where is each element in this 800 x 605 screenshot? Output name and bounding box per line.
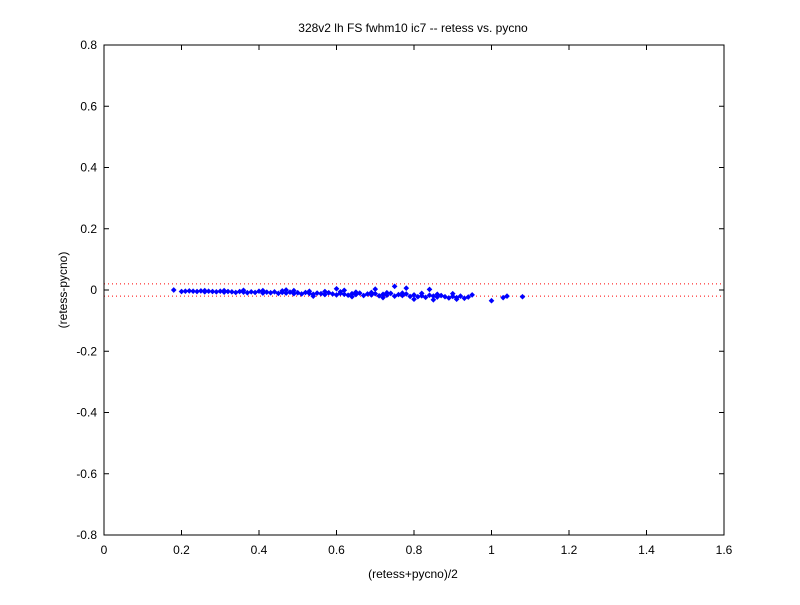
data-point	[457, 293, 464, 299]
x-axis-label: (retess+pycno)/2	[368, 567, 458, 581]
data-point	[267, 289, 274, 296]
y-tick-label: 0	[90, 283, 97, 297]
reference-lines	[104, 283, 724, 297]
data-point	[291, 287, 297, 294]
y-tick-label: -0.4	[76, 406, 97, 420]
data-point	[504, 293, 510, 299]
x-tick-label: 1.6	[716, 543, 733, 557]
data-point	[446, 295, 452, 301]
data-point	[190, 288, 196, 295]
data-point	[306, 288, 313, 295]
data-point	[333, 285, 340, 292]
data-point	[368, 289, 375, 296]
data-point	[391, 293, 398, 299]
data-point	[391, 283, 398, 290]
data-point	[442, 293, 448, 300]
x-tick-label: 0.6	[328, 543, 345, 557]
data-point	[345, 292, 351, 299]
data-point	[364, 291, 371, 297]
data-point	[170, 287, 177, 293]
x-tick-label: 0.8	[406, 543, 423, 557]
data-point	[186, 288, 193, 294]
data-point	[469, 292, 475, 298]
data-point	[329, 291, 336, 297]
data-point	[399, 290, 406, 296]
data-point	[384, 289, 390, 296]
data-point	[248, 289, 255, 295]
data-point	[395, 291, 402, 298]
data-point	[380, 294, 386, 301]
x-tick-label: 1.4	[638, 543, 655, 557]
y-tick-label: -0.8	[76, 528, 97, 542]
data-point	[430, 296, 437, 303]
data-point	[322, 288, 328, 295]
data-point	[232, 289, 239, 296]
x-tick-label: 1.2	[561, 543, 578, 557]
data-point	[283, 287, 289, 293]
data-point	[333, 292, 340, 298]
data-point	[418, 290, 425, 297]
data-point	[201, 287, 208, 294]
data-point	[449, 290, 456, 297]
data-point	[407, 293, 413, 300]
chart-title: 328v2 lh FS fwhm10 ic7 -- retess vs. pyc…	[298, 21, 528, 35]
data-point	[337, 289, 344, 295]
data-point	[298, 291, 305, 297]
y-axis-label: (retess-pycno)	[56, 252, 70, 329]
data-point	[318, 290, 324, 297]
data-point	[229, 289, 235, 295]
x-axis-ticks: 0 0.2 0.4 0.6 0.8 1 1.2 1.4 1.6	[101, 45, 733, 557]
data-point	[310, 293, 317, 299]
data-point	[353, 289, 359, 295]
data-point	[244, 289, 251, 296]
data-point	[376, 292, 382, 299]
data-point	[411, 296, 417, 303]
data-point	[314, 290, 320, 296]
data-point	[322, 291, 328, 298]
y-tick-label: 0.4	[80, 161, 97, 175]
data-point	[403, 285, 410, 291]
data-point	[426, 292, 433, 299]
y-tick-label: -0.2	[76, 344, 97, 358]
data-point	[209, 288, 216, 295]
data-point	[422, 294, 429, 301]
data-point	[519, 293, 526, 300]
x-tick-label: 0.2	[173, 543, 190, 557]
data-points	[170, 283, 526, 304]
data-point	[287, 289, 293, 295]
data-point	[341, 287, 348, 294]
y-tick-label: 0.2	[80, 222, 97, 236]
y-tick-label: 0.8	[80, 38, 97, 52]
x-tick-label: 0.4	[251, 543, 268, 557]
data-point	[260, 287, 266, 294]
data-point	[465, 294, 472, 300]
data-point	[341, 291, 348, 298]
data-point	[349, 293, 355, 300]
data-point	[271, 289, 278, 295]
data-point	[453, 296, 460, 303]
y-tick-label: 0.6	[80, 99, 97, 113]
data-point	[221, 287, 227, 294]
data-point	[372, 286, 379, 292]
y-tick-label: -0.6	[76, 467, 97, 481]
data-point	[488, 297, 495, 304]
data-point	[240, 287, 247, 294]
x-tick-label: 0	[101, 543, 108, 557]
y-axis-ticks: -0.8 -0.6 -0.4 -0.2 0 0.2 0.4 0.6 0.8	[76, 38, 724, 542]
data-point	[434, 291, 441, 298]
data-point	[426, 286, 433, 293]
x-tick-label: 1	[488, 543, 495, 557]
data-point	[263, 289, 270, 295]
data-point	[360, 292, 367, 299]
data-point	[500, 294, 506, 301]
